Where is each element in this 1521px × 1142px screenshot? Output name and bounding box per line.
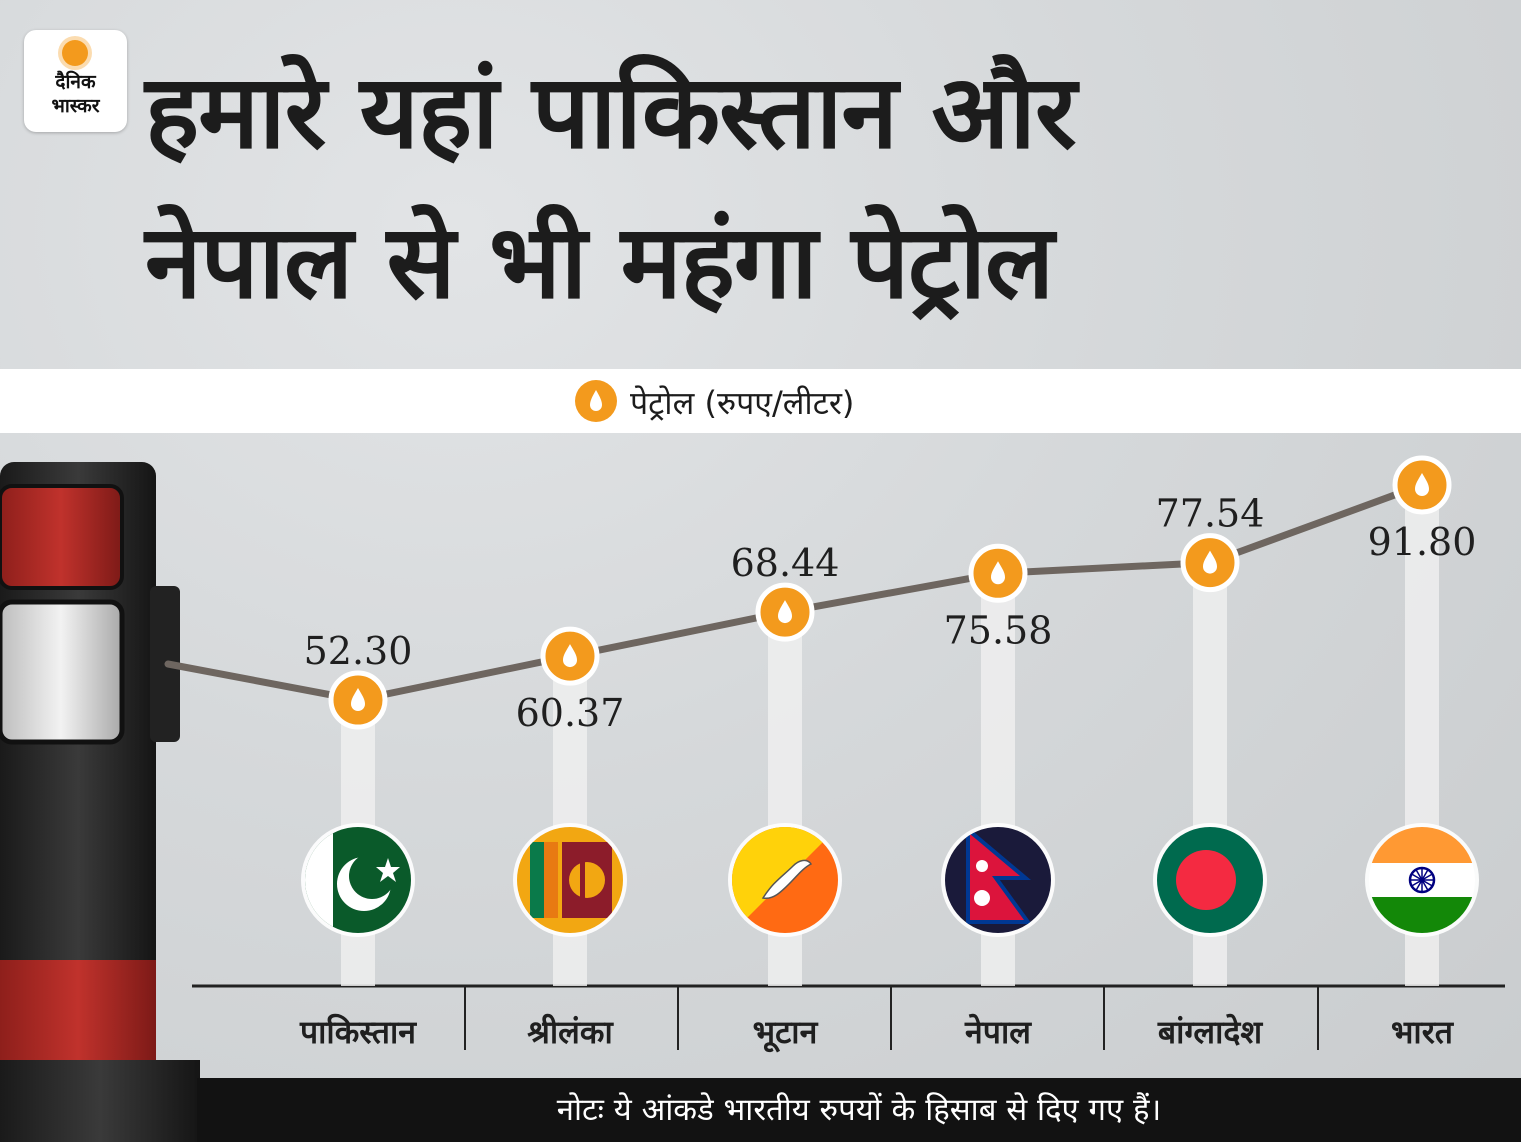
category-label: श्रीलंका — [527, 1013, 614, 1051]
fuel-drop-icon — [563, 644, 577, 668]
fuel-drop-icon — [778, 600, 792, 624]
headline-line1: हमारे यहां पाकिस्तान और — [145, 53, 1077, 172]
dainik-bhaskar-logo: दैनिक भास्कर — [24, 30, 127, 132]
category-label: भूटान — [753, 1013, 819, 1053]
data-point-marker — [1392, 455, 1452, 515]
logo-line1: दैनिक — [55, 71, 96, 93]
data-point-marker — [540, 626, 600, 686]
category-label: नेपाल — [964, 1013, 1032, 1051]
nepal-flag — [941, 823, 1055, 937]
fuel-drop-icon — [1203, 550, 1217, 574]
bhutan-flag — [728, 823, 842, 937]
footnote: नोटः ये आंकडे भारतीय रुपयों के हिसाब से … — [197, 1078, 1521, 1142]
legend-label: पेट्रोल (रुपए/लीटर) — [630, 384, 855, 422]
data-point-marker — [328, 670, 388, 730]
data-point-marker — [1180, 533, 1240, 593]
headline-line2: नेपाल से भी महंगा पेट्रोल — [145, 203, 1054, 322]
bangladesh-flag — [1153, 823, 1267, 937]
data-label: 75.58 — [944, 608, 1053, 652]
data-label: 52.30 — [304, 629, 413, 673]
data-label: 77.54 — [1156, 492, 1265, 536]
data-label: 91.80 — [1368, 520, 1477, 564]
logo-line2: भास्कर — [51, 95, 100, 117]
legend-band — [0, 369, 1521, 433]
sun-icon — [62, 40, 88, 66]
category-label: भारत — [1391, 1013, 1455, 1051]
fuel-drop-icon — [1415, 473, 1429, 496]
india-flag — [1365, 823, 1479, 937]
sri-lanka-flag — [513, 823, 627, 937]
fuel-drop-icon — [575, 380, 617, 422]
fuel-drop-icon — [991, 561, 1005, 585]
headline: हमारे यहां पाकिस्तान और नेपाल से भी महंग… — [145, 38, 1505, 338]
fuel-pump-nozzle — [0, 462, 200, 1142]
data-point-marker — [755, 582, 815, 642]
category-label: बांग्लादेश — [1157, 1013, 1264, 1051]
pakistan-flag — [301, 823, 415, 937]
data-label: 60.37 — [516, 691, 625, 735]
fuel-drop-icon — [351, 688, 365, 711]
data-point-marker — [968, 543, 1028, 603]
data-label: 68.44 — [731, 541, 840, 585]
category-label: पाकिस्तान — [299, 1013, 417, 1051]
